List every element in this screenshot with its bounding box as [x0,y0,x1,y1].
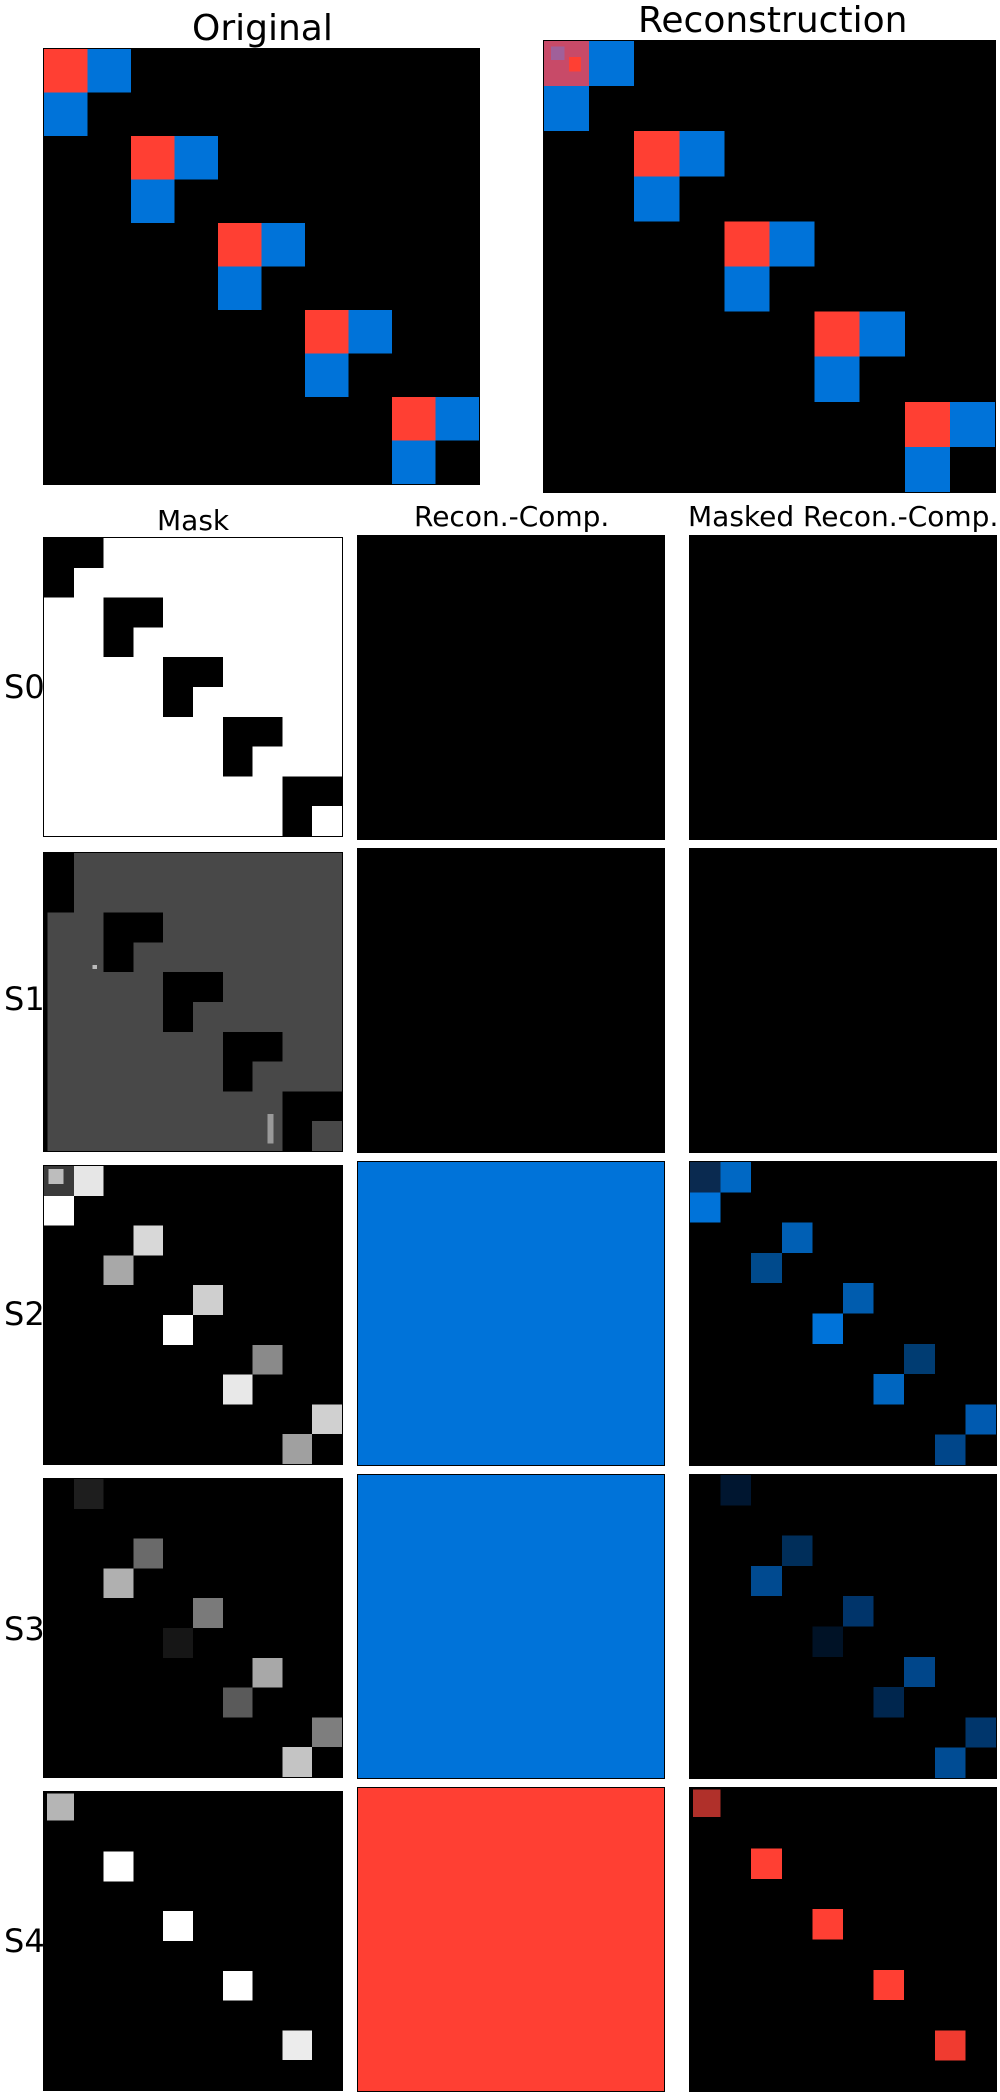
s3-mask [43,1478,343,1778]
s0-mask [43,537,343,837]
original-motif-1 [44,49,131,136]
s2-recon-comp [357,1161,665,1466]
s4-mask [43,1791,343,2091]
s1-mask [43,852,343,1152]
s1-recon-comp [357,848,665,1153]
s4-recon-comp [357,1787,665,2092]
recon-comp-column-title: Recon.-Comp. [414,500,610,533]
masked-recon-comp-column-title: Masked Recon.-Comp. [688,500,999,533]
s3-recon-comp [357,1474,665,1779]
row-label-s4: S4 [4,1922,45,1960]
original-motif-5 [392,397,479,484]
reconstruction-motif-2 [634,131,725,222]
s2-mask [43,1165,343,1465]
original-motif-2 [131,136,218,223]
row-label-s0: S0 [4,668,45,706]
original-svg [44,49,479,484]
mask-column-title: Mask [157,504,230,537]
row-label-s3: S3 [4,1610,45,1648]
s4-masked-recon-comp [689,1787,997,2092]
s0-recon-comp [357,535,665,840]
s0-masked-recon-comp [689,535,997,840]
original-motif-4 [305,310,392,397]
original-title: Original [192,8,333,49]
s3-masked-recon-comp [689,1474,997,1779]
original-motif-3 [218,223,305,310]
reconstruction-motif-1 [544,41,635,132]
row-label-s2: S2 [4,1295,45,1333]
reconstruction-motif-5 [904,401,995,492]
row-label-s1: S1 [4,980,45,1018]
s1-masked-recon-comp [689,848,997,1153]
s2-masked-recon-comp [689,1161,997,1466]
original-image [43,48,480,485]
reconstruction-motif-3 [724,221,815,312]
reconstruction-title: Reconstruction [638,0,908,41]
reconstruction-image [543,40,996,493]
reconstruction-motif-4 [814,311,905,402]
reconstruction-svg [544,41,995,492]
